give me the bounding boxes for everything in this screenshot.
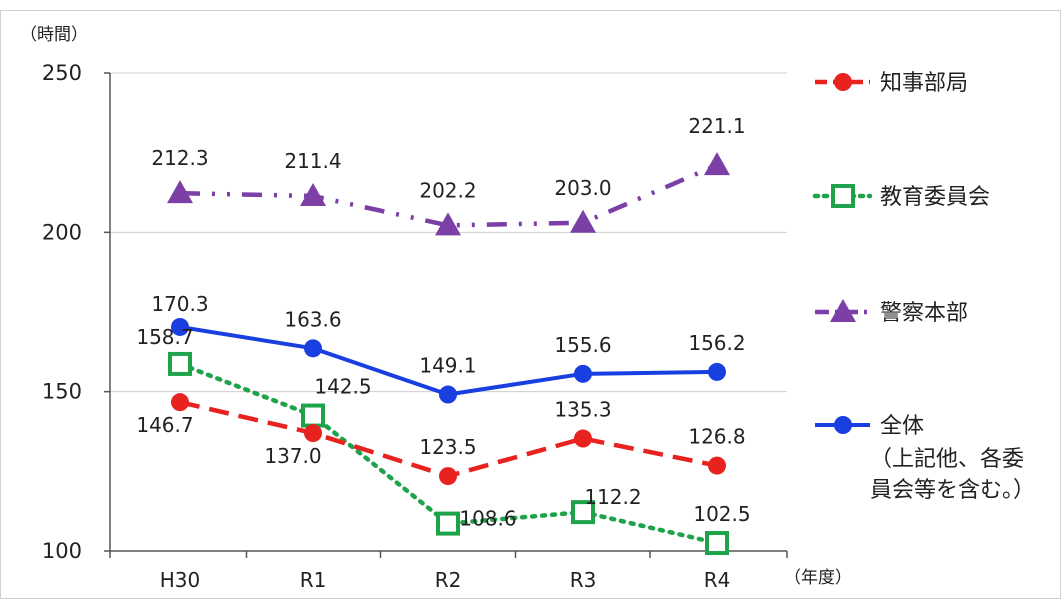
- series-1-label-R4: 102.5: [693, 502, 750, 526]
- y-axis-label: （時間）: [20, 25, 88, 45]
- series-2-point-R4: [704, 152, 730, 176]
- legend-note-line1: （上記他、各委: [870, 447, 1024, 472]
- series-3-label-R4: 156.2: [688, 331, 745, 355]
- legend-note-line2: 員会等を含む。）: [870, 478, 1035, 503]
- series-0-point-R4: [708, 456, 726, 475]
- x-tick-label-R1: R1: [300, 568, 327, 592]
- series-1-point-R4: [705, 531, 729, 556]
- legend-label-2: 警察本部: [880, 301, 968, 326]
- series-2-label-R1: 211.4: [284, 149, 341, 173]
- series-2-point-R3: [570, 209, 596, 233]
- series-3-label-R2: 149.1: [419, 354, 476, 378]
- series-0-point-R1: [304, 424, 322, 443]
- y-tick-label-150: 150: [42, 380, 82, 404]
- series-line-1: [177, 361, 720, 546]
- series-1-point-R1: [301, 403, 325, 428]
- series-1-label-R2: 108.6: [459, 507, 516, 531]
- y-tick-label-200: 200: [42, 220, 82, 244]
- series-2-label-R3: 203.0: [554, 176, 611, 200]
- series-3-label-R3: 155.6: [554, 333, 611, 357]
- series-0-label-H30: 146.7: [136, 413, 193, 437]
- legend-label-1: 教育委員会: [880, 185, 990, 210]
- legend-marker-2: [830, 299, 856, 322]
- series-0-label-R2: 123.5: [419, 435, 476, 459]
- y-tick-label-100: 100: [42, 539, 82, 563]
- x-axis-label: （年度）: [784, 568, 852, 588]
- series-1-label-H30: 158.7: [136, 325, 193, 349]
- series-2-label-H30: 212.3: [151, 146, 208, 170]
- series-2-point-R2: [435, 212, 461, 236]
- series-1-point-R2: [436, 511, 460, 536]
- series-1-point-H30: [168, 351, 192, 376]
- series-0-label-R4: 126.8: [688, 425, 745, 449]
- x-tick-label-R2: R2: [435, 568, 462, 592]
- series-3-point-R1: [304, 339, 322, 358]
- series-1-point-R3: [571, 500, 595, 525]
- series-0-label-R1: 137.0: [264, 444, 321, 468]
- series-3-point-R2: [439, 385, 457, 404]
- legend-label-3: 全体: [880, 414, 924, 439]
- series-2-point-R1: [300, 183, 326, 207]
- y-tick-label-250: 250: [42, 61, 82, 85]
- series-1-label-R3: 112.2: [584, 485, 641, 509]
- series-0-point-R3: [574, 429, 592, 448]
- series-3-point-R3: [574, 364, 592, 383]
- series-2-label-R4: 221.1: [688, 114, 745, 138]
- series-0-label-R3: 135.3: [554, 398, 611, 422]
- legend-marker-0: [834, 73, 852, 91]
- series-3-point-R4: [708, 362, 726, 381]
- series-1-label-R1: 142.5: [314, 375, 371, 399]
- series-2-label-R2: 202.2: [419, 178, 476, 202]
- x-tick-label-H30: H30: [160, 568, 201, 592]
- legend-label-0: 知事部局: [880, 71, 968, 96]
- series-3-label-R1: 163.6: [284, 307, 341, 331]
- series-0-point-R2: [439, 467, 457, 486]
- legend-marker-1: [831, 184, 855, 208]
- x-tick-label-R3: R3: [570, 568, 597, 592]
- x-tick-label-R4: R4: [704, 568, 731, 592]
- series-3-point-H30: [171, 317, 189, 336]
- series-3-label-H30: 170.3: [151, 292, 208, 316]
- legend-marker-3: [834, 416, 852, 434]
- series-2-point-H30: [167, 180, 193, 204]
- series-0-point-H30: [171, 393, 189, 412]
